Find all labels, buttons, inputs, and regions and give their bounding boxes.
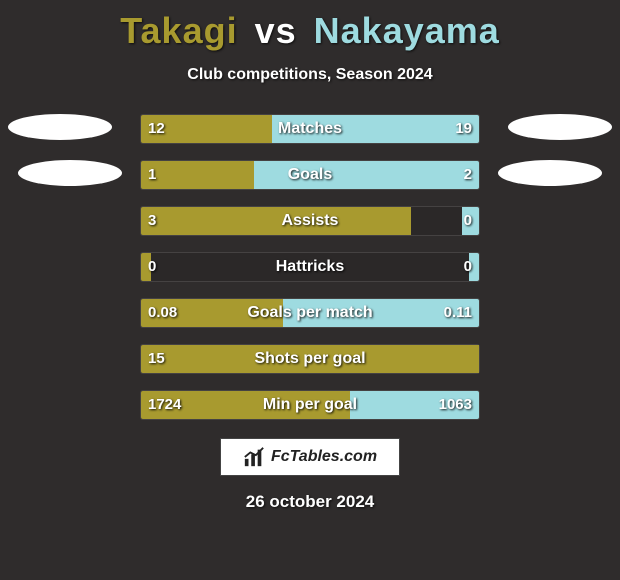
bar-track [140,160,480,190]
bar-right [272,115,479,143]
bar-right [350,391,479,419]
player1-name: Takagi [120,10,237,51]
stat-row: Goals per match0.080.11 [0,298,620,328]
bar-right [462,207,479,235]
stat-row: Matches1219 [0,114,620,144]
vs-label: vs [255,10,297,51]
stat-row: Hattricks00 [0,252,620,282]
bar-left [141,207,411,235]
bar-right [283,299,479,327]
player2-name: Nakayama [314,10,500,51]
bar-track [140,252,480,282]
bar-left [141,299,283,327]
stat-row: Shots per goal15 [0,344,620,374]
bar-right [469,253,479,281]
report-date: 26 october 2024 [0,492,620,512]
chart-icon [243,446,265,468]
bar-right [254,161,479,189]
logo-text: FcTables.com [271,448,377,466]
bar-left [141,345,479,373]
bar-track [140,390,480,420]
comparison-title: Takagi vs Nakayama [0,0,620,52]
bar-track [140,114,480,144]
bar-track [140,206,480,236]
bar-left [141,115,272,143]
bar-track [140,344,480,374]
bar-left [141,253,151,281]
fctables-logo[interactable]: FcTables.com [220,438,400,476]
stat-row: Goals12 [0,160,620,190]
stat-row: Min per goal17241063 [0,390,620,420]
subtitle: Club competitions, Season 2024 [0,66,620,84]
stats-chart: Matches1219 Goals12 Assists30 Hattricks00 Go… [0,114,620,420]
bar-left [141,391,350,419]
bar-track [140,298,480,328]
stat-row: Assists30 [0,206,620,236]
bar-left [141,161,254,189]
